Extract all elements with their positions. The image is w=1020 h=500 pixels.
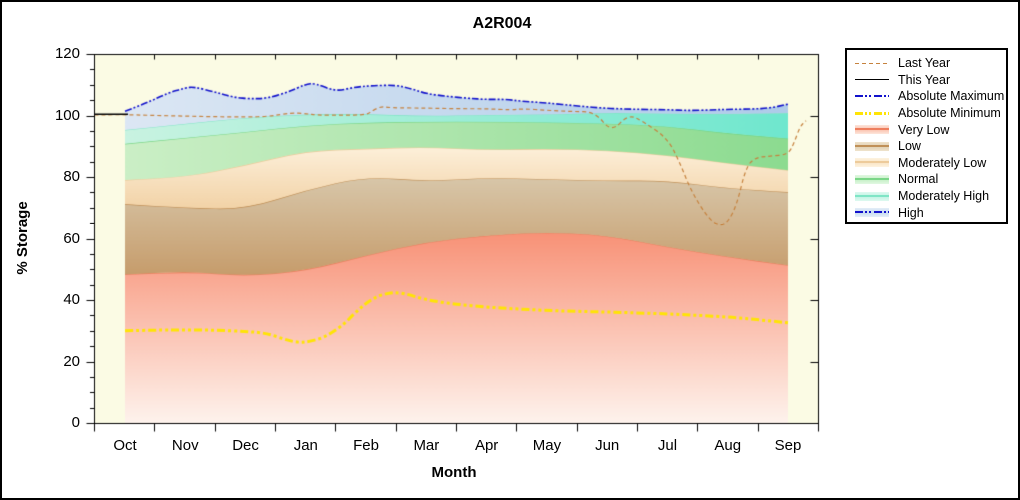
month-label: Jun	[595, 437, 620, 454]
y-tick-label: 60	[63, 229, 80, 247]
legend-swatch	[855, 111, 889, 115]
y-tick-label: 0	[71, 414, 80, 431]
legend-swatch	[855, 95, 889, 98]
month-label: Dec	[232, 437, 259, 454]
legend-swatch	[855, 158, 889, 168]
legend-label: High	[898, 205, 924, 220]
y-tick-label: 120	[54, 45, 80, 62]
legend-label: Absolute Minimum	[898, 106, 1001, 121]
legend-item: Moderately High	[847, 188, 1006, 205]
legend-item: Absolute Maximum	[847, 88, 1006, 105]
month-label: Mar	[413, 437, 440, 454]
legend-item: Last Year	[847, 55, 1006, 72]
month-label: Aug	[714, 437, 742, 454]
month-label: May	[532, 437, 562, 454]
legend-swatch	[855, 191, 889, 201]
legend-item: Low	[847, 138, 1006, 155]
month-label: Jul	[657, 437, 678, 454]
month-label: Apr	[474, 437, 499, 454]
legend-label: Very Low	[898, 122, 950, 137]
legend-label: This Year	[898, 72, 951, 87]
month-label: Nov	[171, 437, 199, 454]
chart-title: A2R004	[472, 15, 532, 32]
legend-item: Normal	[847, 171, 1006, 188]
legend-label: Moderately Low	[898, 155, 987, 170]
y-tick-label: 100	[54, 106, 80, 124]
y-tick-label: 40	[63, 291, 80, 308]
x-axis-label: Month	[431, 464, 477, 481]
y-tick-label: 20	[63, 352, 80, 370]
legend-swatch	[855, 125, 889, 135]
month-label: Feb	[353, 437, 379, 454]
legend-label: Moderately High	[898, 189, 990, 204]
legend-item: Moderately Low	[847, 155, 1006, 172]
legend-item: Absolute Minimum	[847, 105, 1006, 122]
legend-item: High	[847, 204, 1006, 221]
legend-item: This Year	[847, 72, 1006, 89]
legend-label: Last Year	[898, 56, 951, 71]
y-tick-label: 80	[63, 168, 80, 185]
legend-label: Absolute Maximum	[898, 89, 1005, 104]
month-label: Jan	[293, 437, 318, 454]
legend-label: Normal	[898, 172, 939, 187]
legend-label: Low	[898, 139, 921, 154]
legend-item: Very Low	[847, 121, 1006, 138]
legend: Last Year This Year Absolute Maximum Absolu…	[845, 48, 1008, 224]
legend-swatch	[855, 62, 889, 64]
month-label: Sep	[774, 437, 802, 454]
month-label: Oct	[113, 437, 137, 454]
legend-swatch	[855, 208, 889, 218]
legend-swatch	[855, 141, 889, 151]
legend-swatch	[855, 174, 889, 184]
legend-swatch	[855, 79, 889, 81]
